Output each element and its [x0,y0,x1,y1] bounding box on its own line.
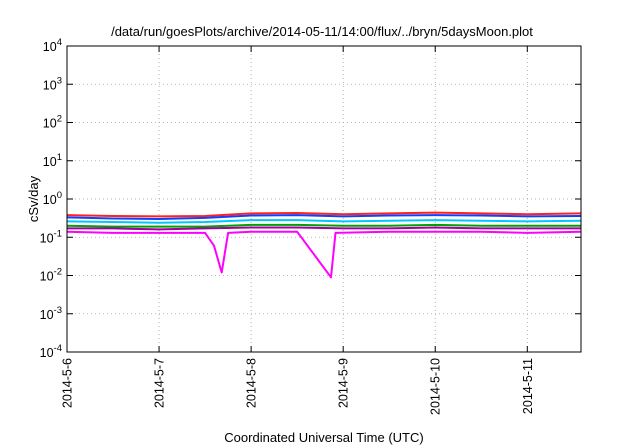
y-tick-label: 101 [43,152,62,169]
series-group [66,211,582,279]
y-tick-label: 104 [43,37,62,54]
x-tick-label: 2014-5-7 [153,358,167,408]
series-line-4 [66,223,581,228]
series-line-6 [66,230,582,279]
y-tick-label: 10-1 [40,228,62,245]
x-tick-label: 2014-5-9 [337,358,351,408]
series-line-2 [66,214,582,220]
x-tick-label: 2014-5-6 [61,358,75,408]
x-tick-label: 2014-5-11 [521,358,535,414]
axis-ticks: 10-4 10-3 10-2 10-1 100 101 102 103 104 2014-5-6 2… [40,37,581,415]
y-tick-label: 103 [43,75,62,92]
x-tick-label: 2014-5-10 [429,358,443,415]
x-tick-label: 2014-5-8 [245,358,259,408]
x-axis-label: Coordinated Universal Time (UTC) [224,430,423,445]
chart-title: /data/run/goesPlots/archive/2014-05-11/1… [111,24,533,39]
y-axis-label: cSv/day [26,175,41,222]
y-tick-label: 10-3 [40,305,62,322]
series-line-1 [66,211,582,218]
series-line-5 [67,226,581,231]
y-tick-label: 10-4 [40,343,62,360]
series-line-3 [66,219,582,224]
grid [67,46,581,352]
y-tick-label: 10-2 [40,267,62,284]
y-tick-label: 100 [43,190,62,207]
y-tick-label: 102 [43,114,62,131]
